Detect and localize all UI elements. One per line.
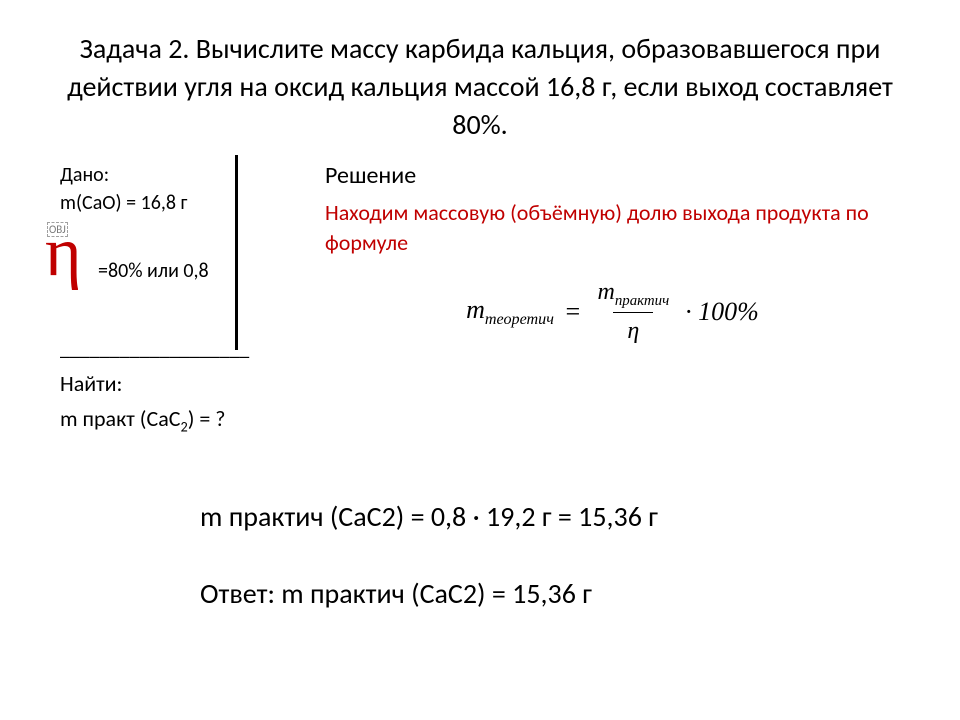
formula-lhs-sub: теоретич <box>485 311 554 328</box>
formula-lhs: mтеоретич <box>466 295 554 329</box>
fraction-numerator: mпрактич <box>591 278 675 313</box>
find-expression: m практ (CaC2) = ? <box>60 404 285 436</box>
formula-equals: = <box>564 297 582 327</box>
formula-lhs-m: m <box>466 295 485 324</box>
solution-red-text: Находим массовую (объёмную) долю выхода … <box>325 198 900 257</box>
solution-heading: Решение <box>325 161 900 190</box>
formula-fraction: mпрактич η <box>591 278 675 346</box>
num-sub: практич <box>615 293 669 309</box>
problem-title: Задача 2. Вычислите массу карбида кальци… <box>60 30 900 143</box>
fraction-denominator: η <box>613 312 653 346</box>
slide-container: Задача 2. Вычислите массу карбида кальци… <box>0 0 960 720</box>
find-subscript: 2 <box>180 418 187 436</box>
find-suffix: ) = ? <box>188 405 226 432</box>
given-column: Дано: m(CaO) = 16,8 г =80% или 0,8 _____… <box>60 161 295 436</box>
num-m: m <box>597 279 614 305</box>
object-placeholder-icon: OBJ <box>47 222 68 237</box>
content-row: Дано: m(CaO) = 16,8 г =80% или 0,8 _____… <box>60 161 900 436</box>
yield-formula: mтеоретич = mпрактич η · 100% <box>466 278 759 346</box>
find-prefix: m практ (CaC <box>60 405 180 432</box>
formula-tail: · 100% <box>685 297 759 327</box>
given-label: Дано: <box>60 161 285 189</box>
given-separator: ___________________ <box>60 335 285 363</box>
given-eta-value: =80% или 0,8 <box>60 257 285 285</box>
given-mass-line: m(CaO) = 16,8 г <box>60 189 285 217</box>
answer-line: Ответ: m практич (CaC2) = 15,36 г <box>60 576 900 611</box>
formula-container: mтеоретич = mпрактич η · 100% <box>325 278 900 346</box>
calculation-line: m практич (CaC2) = 0,8 · 19,2 г = 15,36 … <box>60 497 900 536</box>
find-label: Найти: <box>60 369 285 400</box>
solution-column: Решение Находим массовую (объёмную) долю… <box>295 161 900 346</box>
